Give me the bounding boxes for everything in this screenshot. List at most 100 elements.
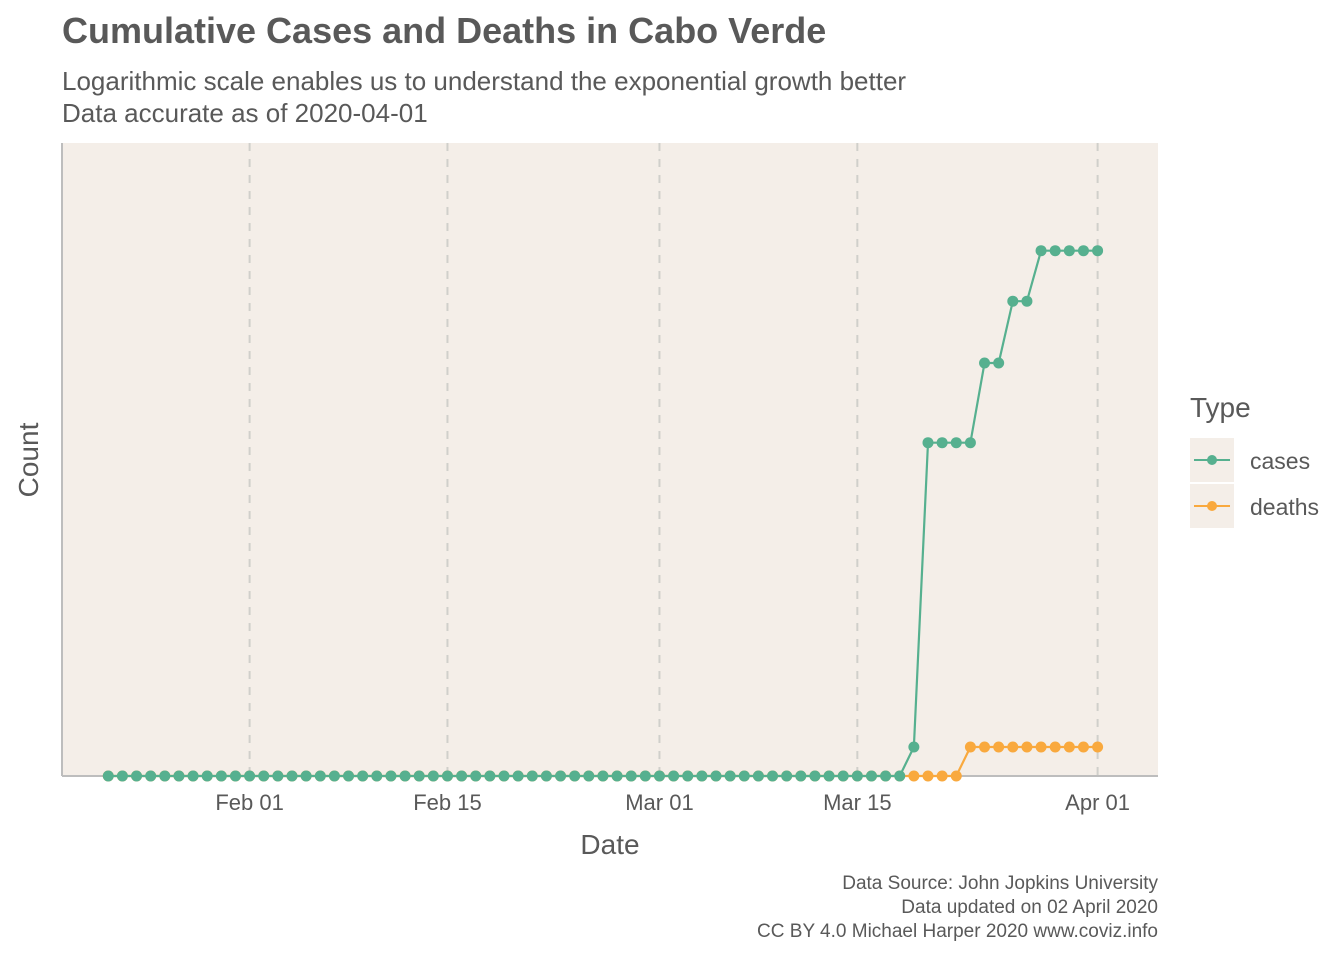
point-deaths-2020-03-28 xyxy=(1035,741,1047,753)
point-cases-2020-02-08 xyxy=(343,770,355,782)
point-cases-2020-01-27 xyxy=(173,770,185,782)
point-deaths-2020-03-22 xyxy=(950,770,962,782)
point-cases-2020-02-17 xyxy=(470,770,482,782)
point-cases-2020-03-04 xyxy=(696,770,708,782)
point-cases-2020-03-20 xyxy=(922,437,934,449)
point-cases-2020-03-19 xyxy=(908,741,920,753)
point-deaths-2020-03-19 xyxy=(908,770,920,782)
point-cases-2020-02-27 xyxy=(611,770,623,782)
legend-item-cases: cases xyxy=(1190,438,1310,482)
point-cases-2020-02-12 xyxy=(399,770,411,782)
chart-title: Cumulative Cases and Deaths in Cabo Verd… xyxy=(62,10,827,51)
point-cases-2020-02-23 xyxy=(555,770,567,782)
point-cases-2020-02-22 xyxy=(540,770,552,782)
point-cases-2020-03-28 xyxy=(1035,245,1047,257)
legend-item-deaths: deaths xyxy=(1190,484,1319,528)
point-cases-2020-02-16 xyxy=(456,770,468,782)
point-cases-2020-02-06 xyxy=(314,770,326,782)
point-cases-2020-02-18 xyxy=(484,770,496,782)
point-cases-2020-02-26 xyxy=(597,770,609,782)
point-cases-2020-03-17 xyxy=(880,770,892,782)
caption-license: CC BY 4.0 Michael Harper 2020 www.coviz.… xyxy=(757,921,1158,942)
x-tick-label-3: Mar 15 xyxy=(823,790,891,815)
point-cases-2020-02-29 xyxy=(639,770,651,782)
point-cases-2020-03-21 xyxy=(936,437,948,449)
point-cases-2020-02-03 xyxy=(272,770,284,782)
point-deaths-2020-03-29 xyxy=(1049,741,1061,753)
point-cases-2020-01-30 xyxy=(215,770,227,782)
point-cases-2020-03-29 xyxy=(1049,245,1061,257)
x-tick-label-4: Apr 01 xyxy=(1065,790,1130,815)
legend-title: Type xyxy=(1190,392,1251,423)
point-cases-2020-03-07 xyxy=(738,770,750,782)
legend-label-deaths: deaths xyxy=(1250,494,1319,520)
point-cases-2020-02-24 xyxy=(569,770,581,782)
point-cases-2020-02-01 xyxy=(244,770,256,782)
point-cases-2020-02-19 xyxy=(498,770,510,782)
point-cases-2020-02-07 xyxy=(328,770,340,782)
point-cases-2020-02-04 xyxy=(286,770,298,782)
point-cases-2020-02-02 xyxy=(258,770,270,782)
point-cases-2020-03-22 xyxy=(950,437,962,449)
point-cases-2020-03-24 xyxy=(979,357,991,369)
x-tick-label-2: Mar 01 xyxy=(625,790,693,815)
point-cases-2020-01-29 xyxy=(201,770,213,782)
point-cases-2020-02-28 xyxy=(625,770,637,782)
point-cases-2020-02-15 xyxy=(441,770,453,782)
point-deaths-2020-03-30 xyxy=(1063,741,1075,753)
point-cases-2020-02-09 xyxy=(357,770,369,782)
point-cases-2020-03-14 xyxy=(837,770,849,782)
point-cases-2020-03-15 xyxy=(851,770,863,782)
caption-updated: Data updated on 02 April 2020 xyxy=(901,897,1158,918)
legend-point-cases xyxy=(1207,455,1217,465)
point-cases-2020-02-25 xyxy=(583,770,595,782)
point-deaths-2020-03-31 xyxy=(1077,741,1089,753)
point-deaths-2020-03-24 xyxy=(979,741,991,753)
x-axis-label: Date xyxy=(580,829,639,860)
y-axis-label: Count xyxy=(13,422,44,497)
point-deaths-2020-04-01 xyxy=(1092,741,1104,753)
series-layer xyxy=(102,245,1104,782)
point-cases-2020-01-23 xyxy=(116,770,128,782)
legend: Type cases deaths xyxy=(1190,392,1319,528)
x-ticks-layer: Feb 01 Feb 15 Mar 01 Mar 15 Apr 01 xyxy=(215,790,1130,815)
chart-subtitle-line-1: Logarithmic scale enables us to understa… xyxy=(62,66,907,96)
chart-subtitle-line-2: Data accurate as of 2020-04-01 xyxy=(62,98,428,128)
point-cases-2020-03-13 xyxy=(823,770,835,782)
point-cases-2020-02-11 xyxy=(385,770,397,782)
point-deaths-2020-03-20 xyxy=(922,770,934,782)
x-tick-label-0: Feb 01 xyxy=(215,790,284,815)
point-cases-2020-03-01 xyxy=(653,770,665,782)
point-cases-2020-01-31 xyxy=(229,770,241,782)
point-cases-2020-03-11 xyxy=(795,770,807,782)
point-cases-2020-01-26 xyxy=(159,770,171,782)
point-cases-2020-03-10 xyxy=(781,770,793,782)
point-deaths-2020-03-26 xyxy=(1007,741,1019,753)
point-cases-2020-03-12 xyxy=(809,770,821,782)
point-cases-2020-04-01 xyxy=(1092,245,1104,257)
point-cases-2020-03-08 xyxy=(752,770,764,782)
point-cases-2020-03-09 xyxy=(767,770,779,782)
point-cases-2020-01-28 xyxy=(187,770,199,782)
point-cases-2020-03-25 xyxy=(993,357,1005,369)
point-cases-2020-03-02 xyxy=(668,770,680,782)
point-cases-2020-03-06 xyxy=(724,770,736,782)
point-cases-2020-01-22 xyxy=(102,770,114,782)
legend-point-deaths xyxy=(1207,501,1217,511)
point-cases-2020-03-16 xyxy=(865,770,877,782)
point-deaths-2020-03-25 xyxy=(993,741,1005,753)
point-cases-2020-03-18 xyxy=(894,770,906,782)
point-cases-2020-02-10 xyxy=(371,770,383,782)
point-cases-2020-01-24 xyxy=(131,770,143,782)
point-cases-2020-03-05 xyxy=(710,770,722,782)
point-cases-2020-02-20 xyxy=(512,770,524,782)
point-cases-2020-03-23 xyxy=(964,437,976,449)
caption-data-source: Data Source: John Jopkins University xyxy=(842,873,1158,894)
point-cases-2020-03-31 xyxy=(1077,245,1089,257)
point-cases-2020-03-26 xyxy=(1007,295,1019,307)
point-cases-2020-01-25 xyxy=(145,770,157,782)
point-cases-2020-02-14 xyxy=(427,770,439,782)
point-cases-2020-02-13 xyxy=(413,770,425,782)
point-cases-2020-02-05 xyxy=(300,770,312,782)
